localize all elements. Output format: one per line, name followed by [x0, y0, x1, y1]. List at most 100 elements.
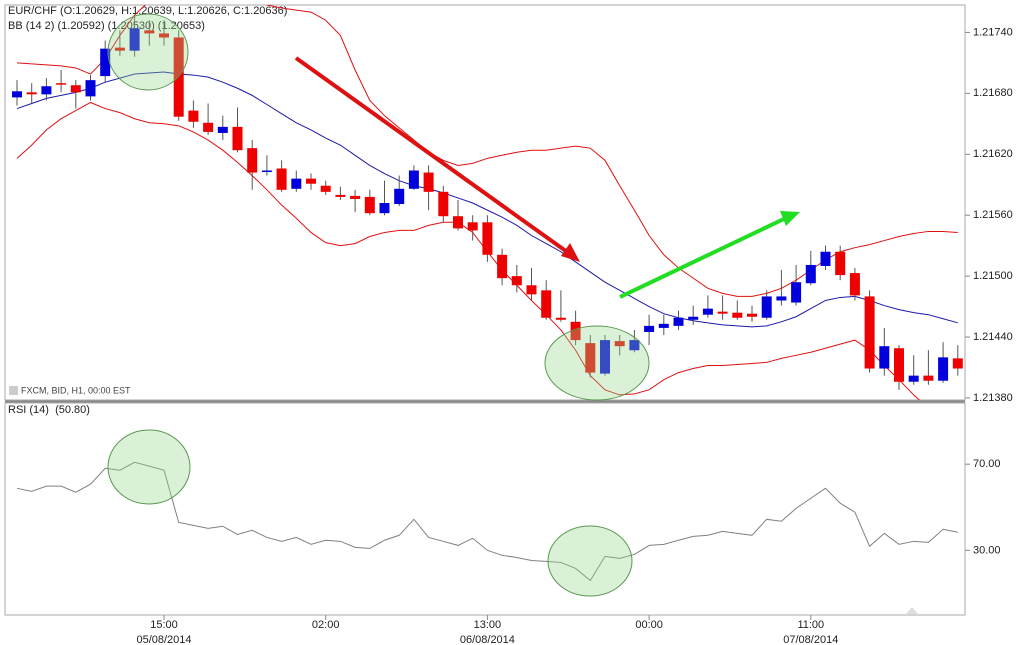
y-tick-label: 1.21740 [973, 26, 1013, 38]
candle-body [688, 316, 699, 320]
candle-body [600, 340, 610, 374]
highlight-circle [544, 325, 650, 401]
candle-body [835, 251, 846, 276]
y-tick-label: 1.21380 [973, 392, 1013, 404]
candle-body [217, 126, 228, 133]
candle-body [144, 30, 155, 34]
candle-body [894, 348, 904, 382]
candle-body [761, 296, 772, 318]
candle-body [306, 178, 316, 184]
y-tick-label: 30.00 [973, 544, 1001, 556]
candle-body [717, 311, 728, 314]
candle-body [658, 323, 669, 328]
rsi-line [16, 461, 958, 582]
candle-body [379, 203, 390, 214]
candle-body [188, 110, 199, 122]
candle-body [585, 343, 596, 373]
candle-body [952, 358, 963, 369]
candle-body [629, 340, 640, 351]
y-tick-label: 1.21500 [973, 270, 1013, 282]
y-tick-label: 1.21620 [973, 148, 1013, 160]
candle-body [511, 276, 522, 286]
x-tick-label: 11:00 [797, 619, 824, 631]
candle-body [747, 313, 757, 317]
candle-body [938, 357, 949, 381]
candle-body [247, 148, 258, 173]
y-tick-label: 1.21440 [973, 331, 1013, 343]
candle-body [805, 264, 816, 284]
y-tick-label: 1.21680 [973, 87, 1013, 99]
candle-body [232, 126, 243, 151]
candle-body [203, 122, 214, 132]
highlight-circle [547, 525, 633, 597]
candle-body [776, 296, 787, 301]
candle-body [335, 194, 346, 197]
x-tick-label: 15:00 [150, 619, 178, 631]
candle-body [56, 83, 67, 85]
candle-body [453, 216, 463, 229]
candle-body [908, 375, 919, 382]
candle-body [673, 317, 684, 326]
candle-body [159, 33, 169, 38]
candle-body [26, 92, 37, 95]
candle-body [423, 172, 434, 192]
scroll-marker [906, 607, 918, 614]
highlight-circle [107, 429, 191, 505]
candle-body [541, 290, 552, 318]
y-tick-label: 70.00 [973, 458, 1001, 470]
candle-body [70, 85, 81, 93]
source-note: FXCM, BID, H1, 00:00 EST [21, 385, 131, 395]
candle-body [526, 285, 537, 295]
candle-body [408, 170, 419, 189]
x-tick-label: 02:00 [312, 619, 340, 631]
candle-body [12, 91, 22, 98]
candle-body [261, 170, 272, 173]
candle-body [467, 222, 478, 231]
candle-body [41, 86, 52, 95]
chart-title: EUR/CHF (O:1.20629, H:1.20639, L:1.20626… [8, 5, 287, 17]
candle-body [276, 168, 287, 190]
x-tick-label: 00:00 [635, 619, 663, 631]
candle-body [702, 308, 713, 315]
candle-body [364, 196, 375, 214]
candle-body [879, 346, 890, 369]
candle-body [864, 296, 875, 369]
arrow-head [561, 243, 580, 262]
candle-body [732, 312, 743, 318]
candle-body [129, 28, 140, 51]
candle-body [923, 375, 934, 381]
candle-body [791, 282, 802, 303]
candle-body [497, 254, 508, 279]
source-icon [9, 386, 18, 395]
candle-body [350, 195, 361, 199]
candle-body [394, 188, 405, 205]
candle-body [614, 341, 625, 347]
candle-body [570, 321, 581, 341]
candle-body [438, 191, 449, 217]
candle-body [644, 325, 655, 332]
candle-body [555, 317, 566, 320]
candle-body [482, 222, 493, 255]
x-tick-label: 13:00 [474, 619, 502, 631]
x-date-label: 05/08/2014 [136, 634, 191, 645]
candle-body [291, 178, 302, 189]
rsi-panel [4, 402, 966, 616]
candle-body [320, 185, 331, 192]
trend-arrow [294, 56, 572, 256]
candle-body [114, 47, 125, 51]
y-tick-label: 1.21560 [973, 209, 1013, 221]
rsi-title: RSI (14) (50.80) [8, 404, 90, 416]
candle-body [849, 273, 860, 296]
price-panel [4, 4, 966, 401]
x-date-label: 06/08/2014 [460, 634, 515, 645]
arrow-head [780, 211, 800, 226]
bollinger-band [16, 5, 958, 297]
annotations [107, 13, 800, 597]
trend-arrow [619, 215, 789, 299]
candle-body [100, 48, 111, 77]
x-date-label: 07/08/2014 [783, 634, 838, 645]
candle-body [820, 251, 831, 266]
candle-body [85, 80, 96, 97]
